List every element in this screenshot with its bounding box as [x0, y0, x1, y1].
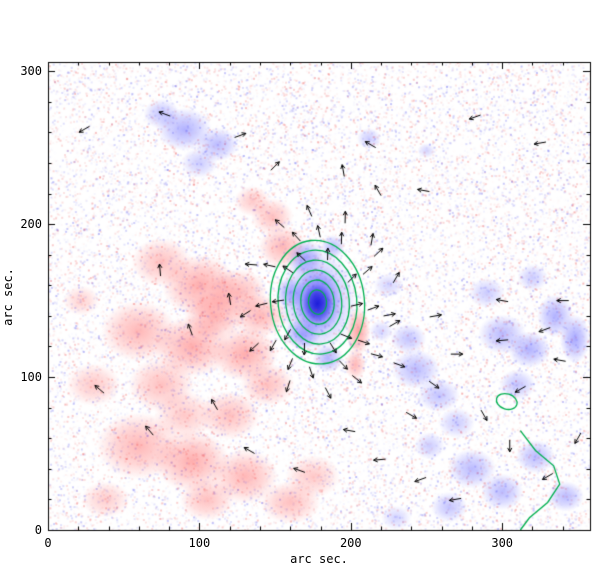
x-tick-label: 100 — [188, 536, 211, 550]
x-tick-label: 200 — [339, 536, 362, 550]
y-tick-label: 0 — [34, 523, 42, 537]
y-axis-label: arc sec. — [1, 268, 15, 326]
y-tick-label: 100 — [20, 370, 42, 385]
x-axis-label: arc sec. — [290, 552, 348, 566]
x-tick-label: 300 — [491, 536, 514, 550]
y-tick-label: 200 — [20, 217, 42, 232]
x-tick-label: 0 — [44, 536, 52, 550]
y-tick-label: 300 — [20, 64, 42, 79]
